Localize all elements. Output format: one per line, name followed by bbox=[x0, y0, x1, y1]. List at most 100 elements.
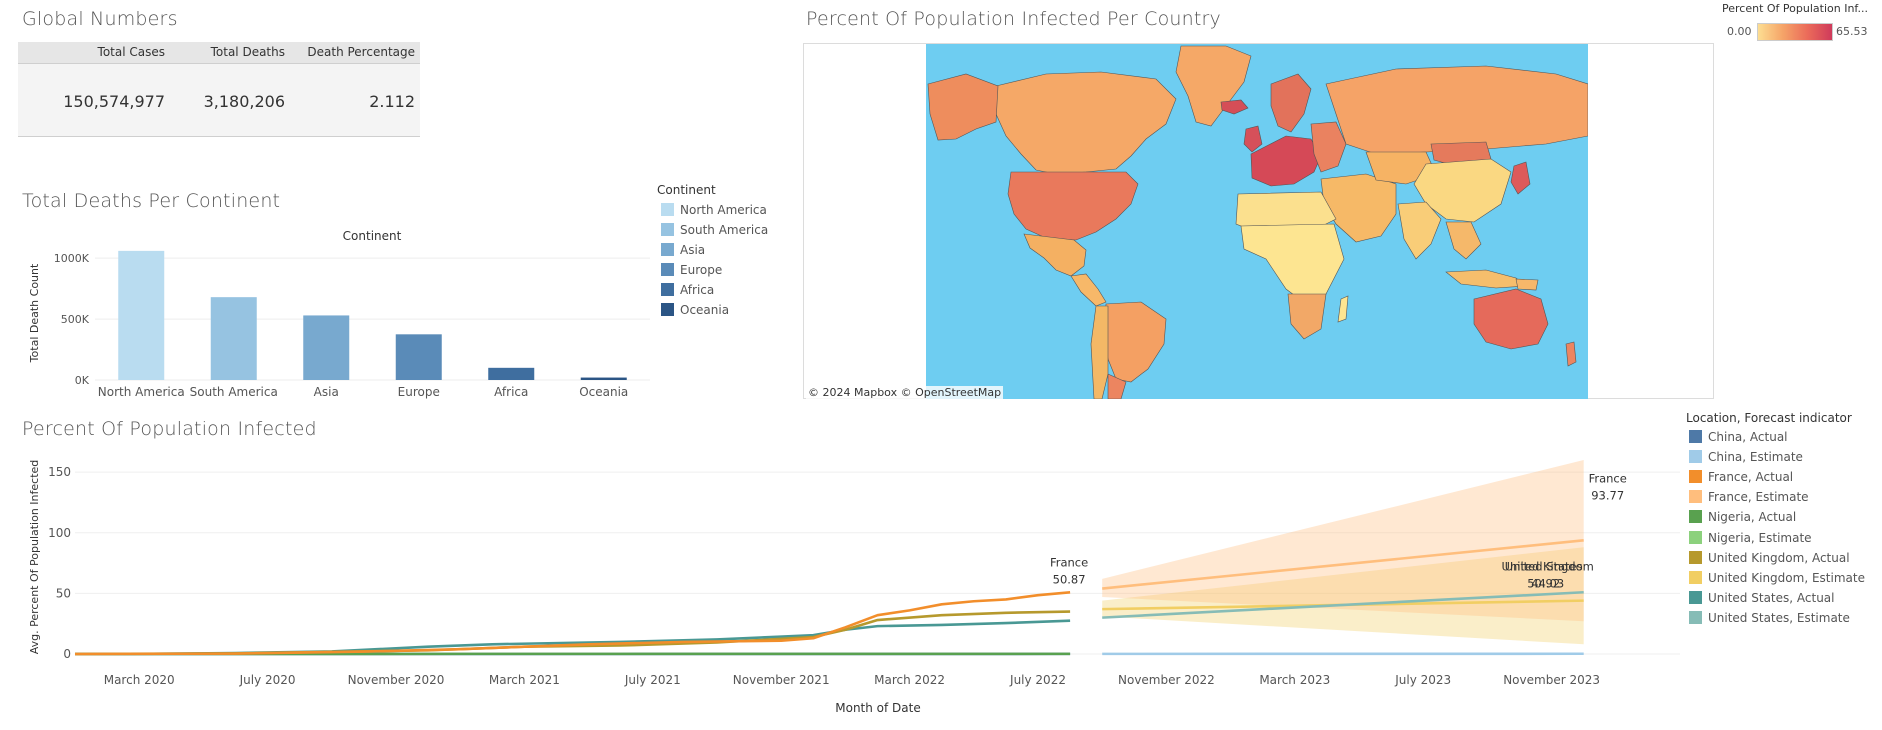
legend-swatch bbox=[661, 283, 674, 296]
legend-swatch bbox=[1689, 450, 1702, 463]
value-total-cases: 150,574,977 bbox=[63, 92, 165, 111]
y-tick-label: 100 bbox=[48, 526, 71, 540]
value-total-deaths: 3,180,206 bbox=[204, 92, 285, 111]
y-tick-label: 500K bbox=[61, 313, 90, 326]
legend-swatch bbox=[1689, 510, 1702, 523]
map-legend-max: 65.53 bbox=[1836, 25, 1868, 41]
legend-label: South America bbox=[680, 223, 768, 237]
legend-label: Africa bbox=[680, 283, 714, 297]
legend-swatch bbox=[1689, 611, 1702, 624]
legend-label: United Kingdom, Estimate bbox=[1708, 571, 1865, 585]
legend-swatch bbox=[1689, 470, 1702, 483]
map-credit[interactable]: © 2024 Mapbox © OpenStreetMap bbox=[806, 386, 1003, 399]
header-death-percentage: Death Percentage bbox=[307, 45, 415, 59]
y-tick-label: 0K bbox=[75, 374, 90, 387]
forecast-legend-item-nigeria-actual[interactable]: Nigeria, Actual bbox=[1689, 510, 1796, 526]
x-tick-label: Asia bbox=[314, 385, 339, 399]
continent-legend-item-north-america[interactable]: North America bbox=[661, 203, 767, 219]
legend-swatch bbox=[1689, 551, 1702, 564]
legend-swatch bbox=[1689, 490, 1702, 503]
value-death-percentage: 2.112 bbox=[369, 92, 415, 111]
country-russia[interactable] bbox=[1326, 66, 1588, 154]
x-tick-label: November 2022 bbox=[1118, 673, 1215, 687]
continent-legend-item-europe[interactable]: Europe bbox=[661, 263, 722, 279]
legend-swatch bbox=[661, 263, 674, 276]
forecast-legend-item-france-estimate[interactable]: France, Estimate bbox=[1689, 490, 1809, 506]
x-tick-label: Oceania bbox=[579, 385, 628, 399]
forecast-legend-title: Location, Forecast indicator bbox=[1686, 411, 1852, 425]
continent-legend-item-africa[interactable]: Africa bbox=[661, 283, 714, 299]
global-numbers-title: Global Numbers bbox=[22, 8, 178, 30]
y-axis-label: Total Death Count bbox=[28, 263, 41, 363]
bar-africa[interactable] bbox=[488, 368, 534, 380]
x-tick-label: March 2022 bbox=[874, 673, 945, 687]
continent-legend-item-south-america[interactable]: South America bbox=[661, 223, 768, 239]
y-tick-label: 1000K bbox=[54, 252, 90, 265]
x-tick-label: November 2020 bbox=[348, 673, 445, 687]
x-tick-label: Europe bbox=[398, 385, 440, 399]
annotation-value: 44.03 bbox=[1531, 577, 1564, 591]
continent-legend-item-oceania[interactable]: Oceania bbox=[661, 303, 729, 319]
forecast-legend-item-china-estimate[interactable]: China, Estimate bbox=[1689, 450, 1803, 466]
forecast-legend-item-united-states-estimate[interactable]: United States, Estimate bbox=[1689, 611, 1850, 627]
forecast-legend-item-united-kingdom-actual[interactable]: United Kingdom, Actual bbox=[1689, 551, 1850, 567]
annotation-value: 93.77 bbox=[1591, 488, 1624, 502]
annotation-value: 50.87 bbox=[1053, 572, 1086, 586]
bar-north-america[interactable] bbox=[118, 251, 164, 380]
bar-oceania[interactable] bbox=[581, 378, 627, 380]
map-legend-min: 0.00 bbox=[1727, 25, 1752, 41]
legend-label: Oceania bbox=[680, 303, 729, 317]
y-tick-label: 150 bbox=[48, 465, 71, 479]
legend-label: Nigeria, Estimate bbox=[1708, 531, 1812, 545]
bar-europe[interactable] bbox=[396, 334, 442, 380]
forecast-legend-item-united-states-actual[interactable]: United States, Actual bbox=[1689, 591, 1834, 607]
legend-label: Europe bbox=[680, 263, 722, 277]
legend-label: United States, Estimate bbox=[1708, 611, 1850, 625]
forecast-legend-item-united-kingdom-estimate[interactable]: United Kingdom, Estimate bbox=[1689, 571, 1865, 587]
series-united-kingdom-actual[interactable] bbox=[75, 612, 1070, 654]
x-tick-label: November 2023 bbox=[1503, 673, 1600, 687]
legend-label: Nigeria, Actual bbox=[1708, 510, 1796, 524]
country-papua[interactable] bbox=[1516, 279, 1538, 290]
bar-chart-header: Continent bbox=[343, 229, 402, 243]
legend-swatch bbox=[661, 203, 674, 216]
bar-asia[interactable] bbox=[303, 315, 349, 380]
forecast-legend-item-nigeria-estimate[interactable]: Nigeria, Estimate bbox=[1689, 531, 1812, 547]
x-tick-label: March 2021 bbox=[489, 673, 560, 687]
x-tick-label: July 2021 bbox=[624, 673, 681, 687]
forecast-legend-item-france-actual[interactable]: France, Actual bbox=[1689, 470, 1793, 486]
legend-label: United States, Actual bbox=[1708, 591, 1834, 605]
world-map[interactable] bbox=[926, 44, 1588, 399]
global-numbers-value-row: 150,574,977 3,180,206 2.112 bbox=[18, 64, 420, 137]
x-tick-label: March 2023 bbox=[1259, 673, 1330, 687]
global-numbers-header-row: Total Cases Total Deaths Death Percentag… bbox=[18, 42, 420, 64]
legend-swatch bbox=[1689, 430, 1702, 443]
y-axis-label: Avg. Percent Of Population Infected bbox=[28, 460, 41, 655]
map-title: Percent Of Population Infected Per Count… bbox=[806, 8, 1221, 30]
forecast-legend-item-china-actual[interactable]: China, Actual bbox=[1689, 430, 1788, 446]
legend-swatch bbox=[661, 223, 674, 236]
bar-south-america[interactable] bbox=[211, 297, 257, 380]
x-axis-label: Month of Date bbox=[835, 701, 921, 715]
global-numbers-table: Total Cases Total Deaths Death Percentag… bbox=[18, 42, 420, 137]
series-france-actual[interactable] bbox=[75, 592, 1070, 654]
annotation-name: United Kingdom bbox=[1502, 560, 1594, 574]
x-tick-label: July 2023 bbox=[1394, 673, 1451, 687]
legend-swatch bbox=[1689, 591, 1702, 604]
header-total-deaths: Total Deaths bbox=[211, 45, 285, 59]
annotation-name: France bbox=[1050, 555, 1088, 569]
legend-label: France, Actual bbox=[1708, 470, 1793, 484]
y-tick-label: 50 bbox=[56, 586, 71, 600]
country-new-zealand[interactable] bbox=[1566, 342, 1576, 366]
legend-swatch bbox=[661, 303, 674, 316]
legend-swatch bbox=[1689, 571, 1702, 584]
map-legend-title: Percent Of Population Inf... bbox=[1722, 2, 1868, 15]
continent-legend-item-asia[interactable]: Asia bbox=[661, 243, 705, 259]
series-united-states-actual[interactable] bbox=[75, 621, 1070, 654]
continent-legend-title: Continent bbox=[657, 183, 716, 197]
x-tick-label: Africa bbox=[494, 385, 528, 399]
x-tick-label: July 2022 bbox=[1009, 673, 1066, 687]
country-australia[interactable] bbox=[1474, 289, 1548, 349]
